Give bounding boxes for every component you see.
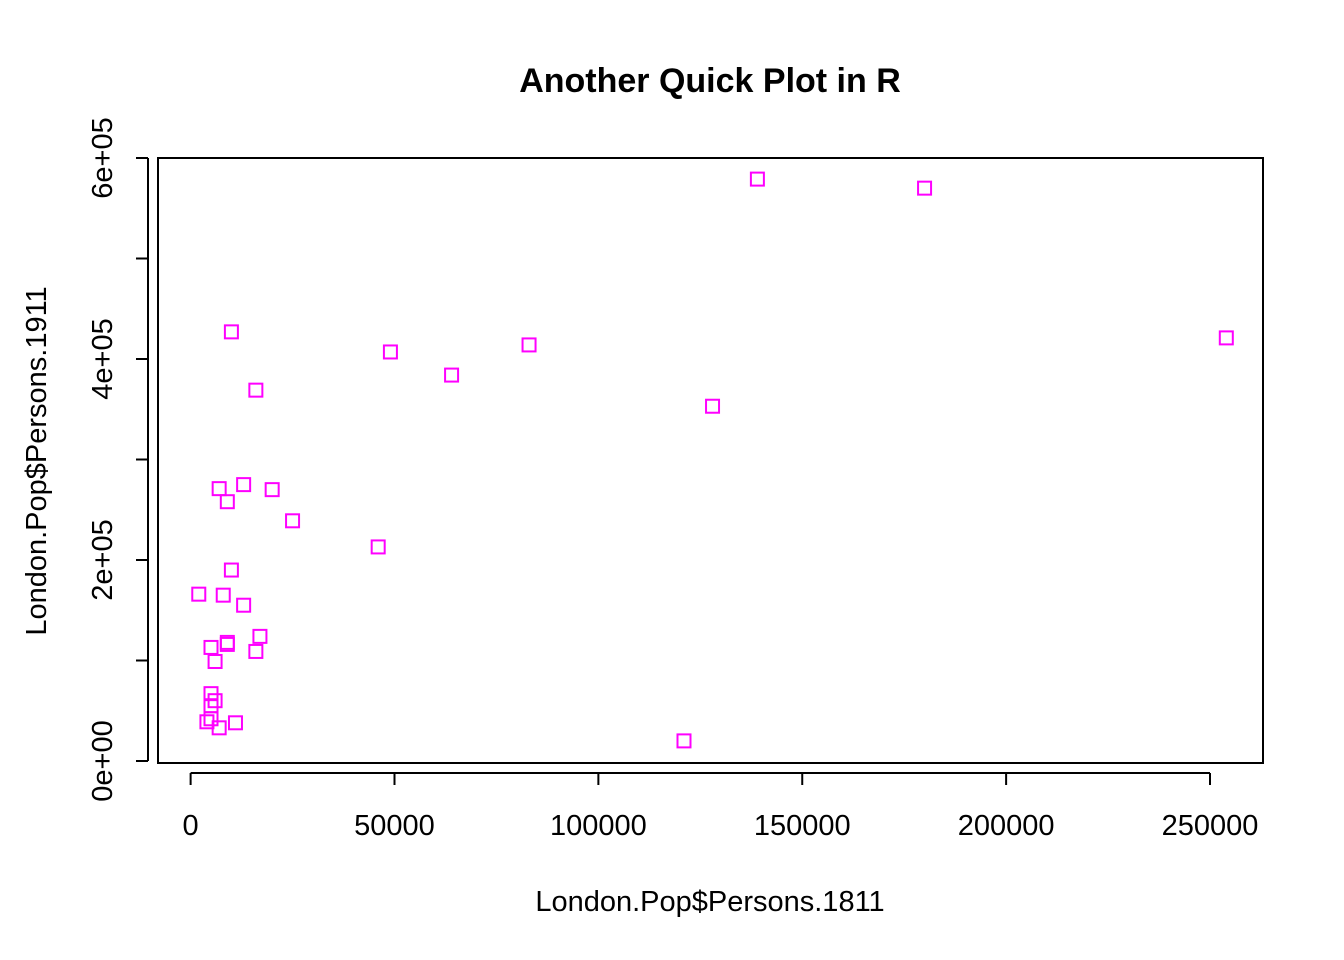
x-tick-label: 50000 (354, 810, 435, 842)
y-tick-label: 0e+00 (87, 720, 119, 801)
data-point (444, 367, 460, 383)
data-point (749, 171, 765, 187)
y-axis: 0e+00 2e+05 4e+05 6e+05 (87, 117, 149, 802)
data-points (191, 171, 1234, 749)
data-point (521, 337, 537, 353)
data-point (211, 720, 227, 736)
data-point (203, 711, 219, 727)
y-tick-label: 4e+05 (87, 318, 119, 399)
x-axis-label: London.Pop$Persons.1811 (535, 886, 884, 918)
data-point (199, 714, 215, 730)
x-tick-label: 0 (183, 810, 199, 842)
data-point (207, 693, 223, 709)
data-point (370, 539, 386, 555)
data-point (191, 586, 207, 602)
x-axis: 0 50000 100000 150000 200000 250000 (183, 772, 1259, 842)
data-point (203, 698, 219, 714)
data-point (705, 398, 721, 414)
data-point (236, 597, 252, 613)
data-point (207, 653, 223, 669)
data-point (223, 562, 239, 578)
y-tick-label: 6e+05 (87, 117, 119, 198)
data-point (264, 482, 280, 498)
x-tick-label: 100000 (550, 810, 647, 842)
x-tick-label: 200000 (958, 810, 1055, 842)
data-point (227, 715, 243, 731)
data-point (248, 643, 264, 659)
data-point (917, 180, 933, 196)
data-point (219, 494, 235, 510)
data-point (285, 513, 301, 529)
data-point (203, 639, 219, 655)
data-point (219, 636, 235, 652)
chart-title: Another Quick Plot in R (519, 62, 901, 100)
data-point (236, 477, 252, 493)
data-point (1218, 330, 1234, 346)
data-point (252, 628, 268, 644)
data-point (223, 324, 239, 340)
data-point (382, 344, 398, 360)
data-point (211, 481, 227, 497)
y-tick-label: 2e+05 (87, 519, 119, 600)
x-tick-label: 250000 (1162, 810, 1259, 842)
plot-frame (157, 157, 1264, 764)
y-axis-label: London.Pop$Persons.1911 (21, 286, 53, 635)
data-point (676, 733, 692, 749)
data-point (248, 382, 264, 398)
data-point (215, 587, 231, 603)
x-tick-label: 150000 (754, 810, 851, 842)
